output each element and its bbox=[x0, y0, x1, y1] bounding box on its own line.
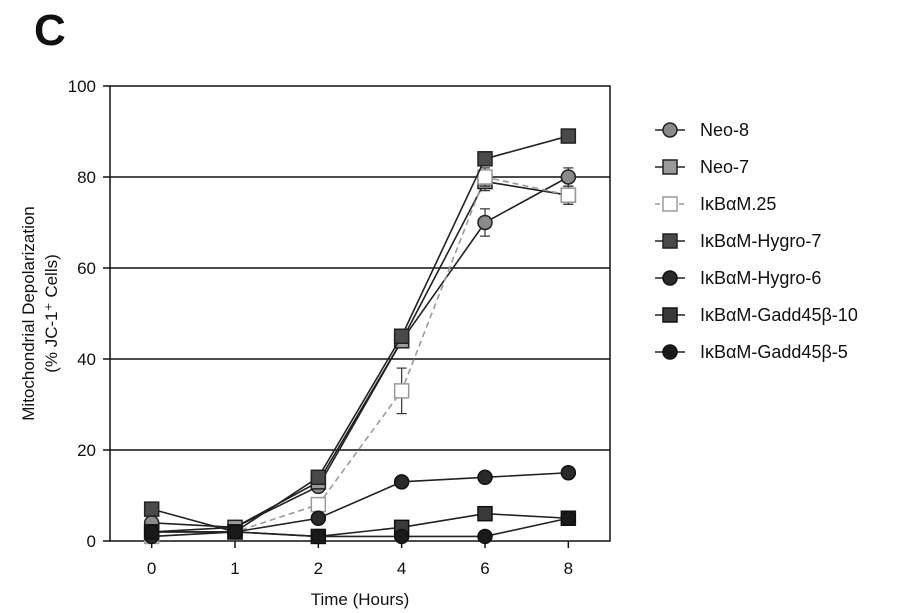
legend-marker bbox=[662, 344, 678, 360]
y-ticks: 0 20 40 60 80 100 bbox=[68, 77, 110, 551]
data-point bbox=[310, 469, 327, 486]
legend-label: IκBαM.25 bbox=[700, 194, 776, 214]
x-axis-label: Time (Hours) bbox=[311, 590, 410, 609]
panel-letter: C bbox=[34, 6, 66, 55]
legend-label: Neo-7 bbox=[700, 157, 749, 177]
legend-item: IκBαM-Hygro-6 bbox=[655, 268, 821, 288]
series-0 bbox=[143, 167, 577, 536]
x-tick-label: 0 bbox=[147, 559, 156, 578]
legend-item: IκBαM-Hygro-7 bbox=[655, 231, 821, 251]
legend-label: Neo-8 bbox=[700, 120, 749, 140]
legend-item: IκBαM-Gadd45β-10 bbox=[655, 305, 858, 325]
data-point bbox=[393, 383, 410, 399]
x-ticks: 0 1 2 4 6 8 bbox=[147, 541, 573, 578]
legend-marker bbox=[662, 196, 678, 212]
legend-item: Neo-8 bbox=[655, 120, 749, 140]
legend-label: IκBαM-Hygro-7 bbox=[700, 231, 821, 251]
data-point bbox=[393, 474, 410, 490]
data-point bbox=[560, 465, 577, 481]
data-point bbox=[560, 510, 577, 526]
series-line bbox=[151, 135, 569, 533]
data-point bbox=[560, 187, 577, 203]
data-point bbox=[310, 496, 327, 513]
series-line bbox=[151, 176, 569, 538]
data-point bbox=[393, 528, 410, 545]
legend-marker bbox=[662, 159, 678, 175]
data-point bbox=[477, 528, 493, 545]
legend-label: IκBαM-Gadd45β-5 bbox=[700, 342, 848, 362]
x-tick-label: 6 bbox=[480, 559, 489, 578]
data-point bbox=[143, 524, 160, 540]
grid-layer bbox=[110, 176, 610, 451]
y-tick-label: 100 bbox=[68, 77, 96, 96]
legend-marker bbox=[662, 233, 678, 249]
legend: Neo-8 Neo-7 IκBαM.25 IκBαM-Hygro-7 IκBαM-Hyg… bbox=[655, 120, 858, 362]
data-point bbox=[310, 528, 327, 545]
series-layer bbox=[143, 128, 577, 545]
y-tick-label: 40 bbox=[77, 350, 96, 369]
y-tick-label: 60 bbox=[77, 259, 96, 278]
series-2 bbox=[143, 167, 577, 545]
legend-item: IκBαM.25 bbox=[655, 194, 776, 214]
series-6 bbox=[143, 510, 577, 545]
legend-label: IκBαM-Hygro-6 bbox=[700, 268, 821, 288]
legend-item: IκBαM-Gadd45β-5 bbox=[655, 342, 848, 362]
x-tick-label: 2 bbox=[314, 559, 323, 578]
x-tick-label: 4 bbox=[397, 559, 406, 578]
legend-item: Neo-7 bbox=[655, 157, 749, 177]
series-3 bbox=[143, 128, 577, 540]
y-tick-label: 80 bbox=[77, 168, 96, 187]
data-point bbox=[560, 128, 577, 144]
data-point bbox=[477, 169, 493, 185]
x-tick-label: 8 bbox=[564, 559, 573, 578]
series-line bbox=[151, 180, 569, 533]
series-line bbox=[151, 517, 569, 538]
x-tick-label: 1 bbox=[230, 559, 239, 578]
series-1 bbox=[143, 171, 577, 540]
data-point bbox=[227, 524, 243, 540]
data-point bbox=[393, 328, 410, 344]
data-point bbox=[310, 510, 327, 526]
legend-marker bbox=[662, 270, 678, 286]
legend-marker bbox=[662, 122, 678, 138]
data-point bbox=[477, 505, 493, 522]
series-line bbox=[151, 176, 569, 529]
y-tick-label: 20 bbox=[77, 441, 96, 460]
plot-frame bbox=[109, 85, 611, 542]
data-point bbox=[143, 501, 160, 517]
y-tick-label: 0 bbox=[87, 532, 96, 551]
legend-marker bbox=[662, 307, 678, 323]
data-point bbox=[477, 151, 493, 167]
y-axis-label-units: (% JC-1⁺ Cells) bbox=[42, 254, 61, 373]
data-point bbox=[477, 214, 493, 231]
legend-label: IκBαM-Gadd45β-10 bbox=[700, 305, 858, 325]
y-axis-label: Mitochondrial Depolarization bbox=[19, 206, 38, 421]
data-point bbox=[560, 169, 577, 185]
data-point bbox=[477, 469, 493, 486]
